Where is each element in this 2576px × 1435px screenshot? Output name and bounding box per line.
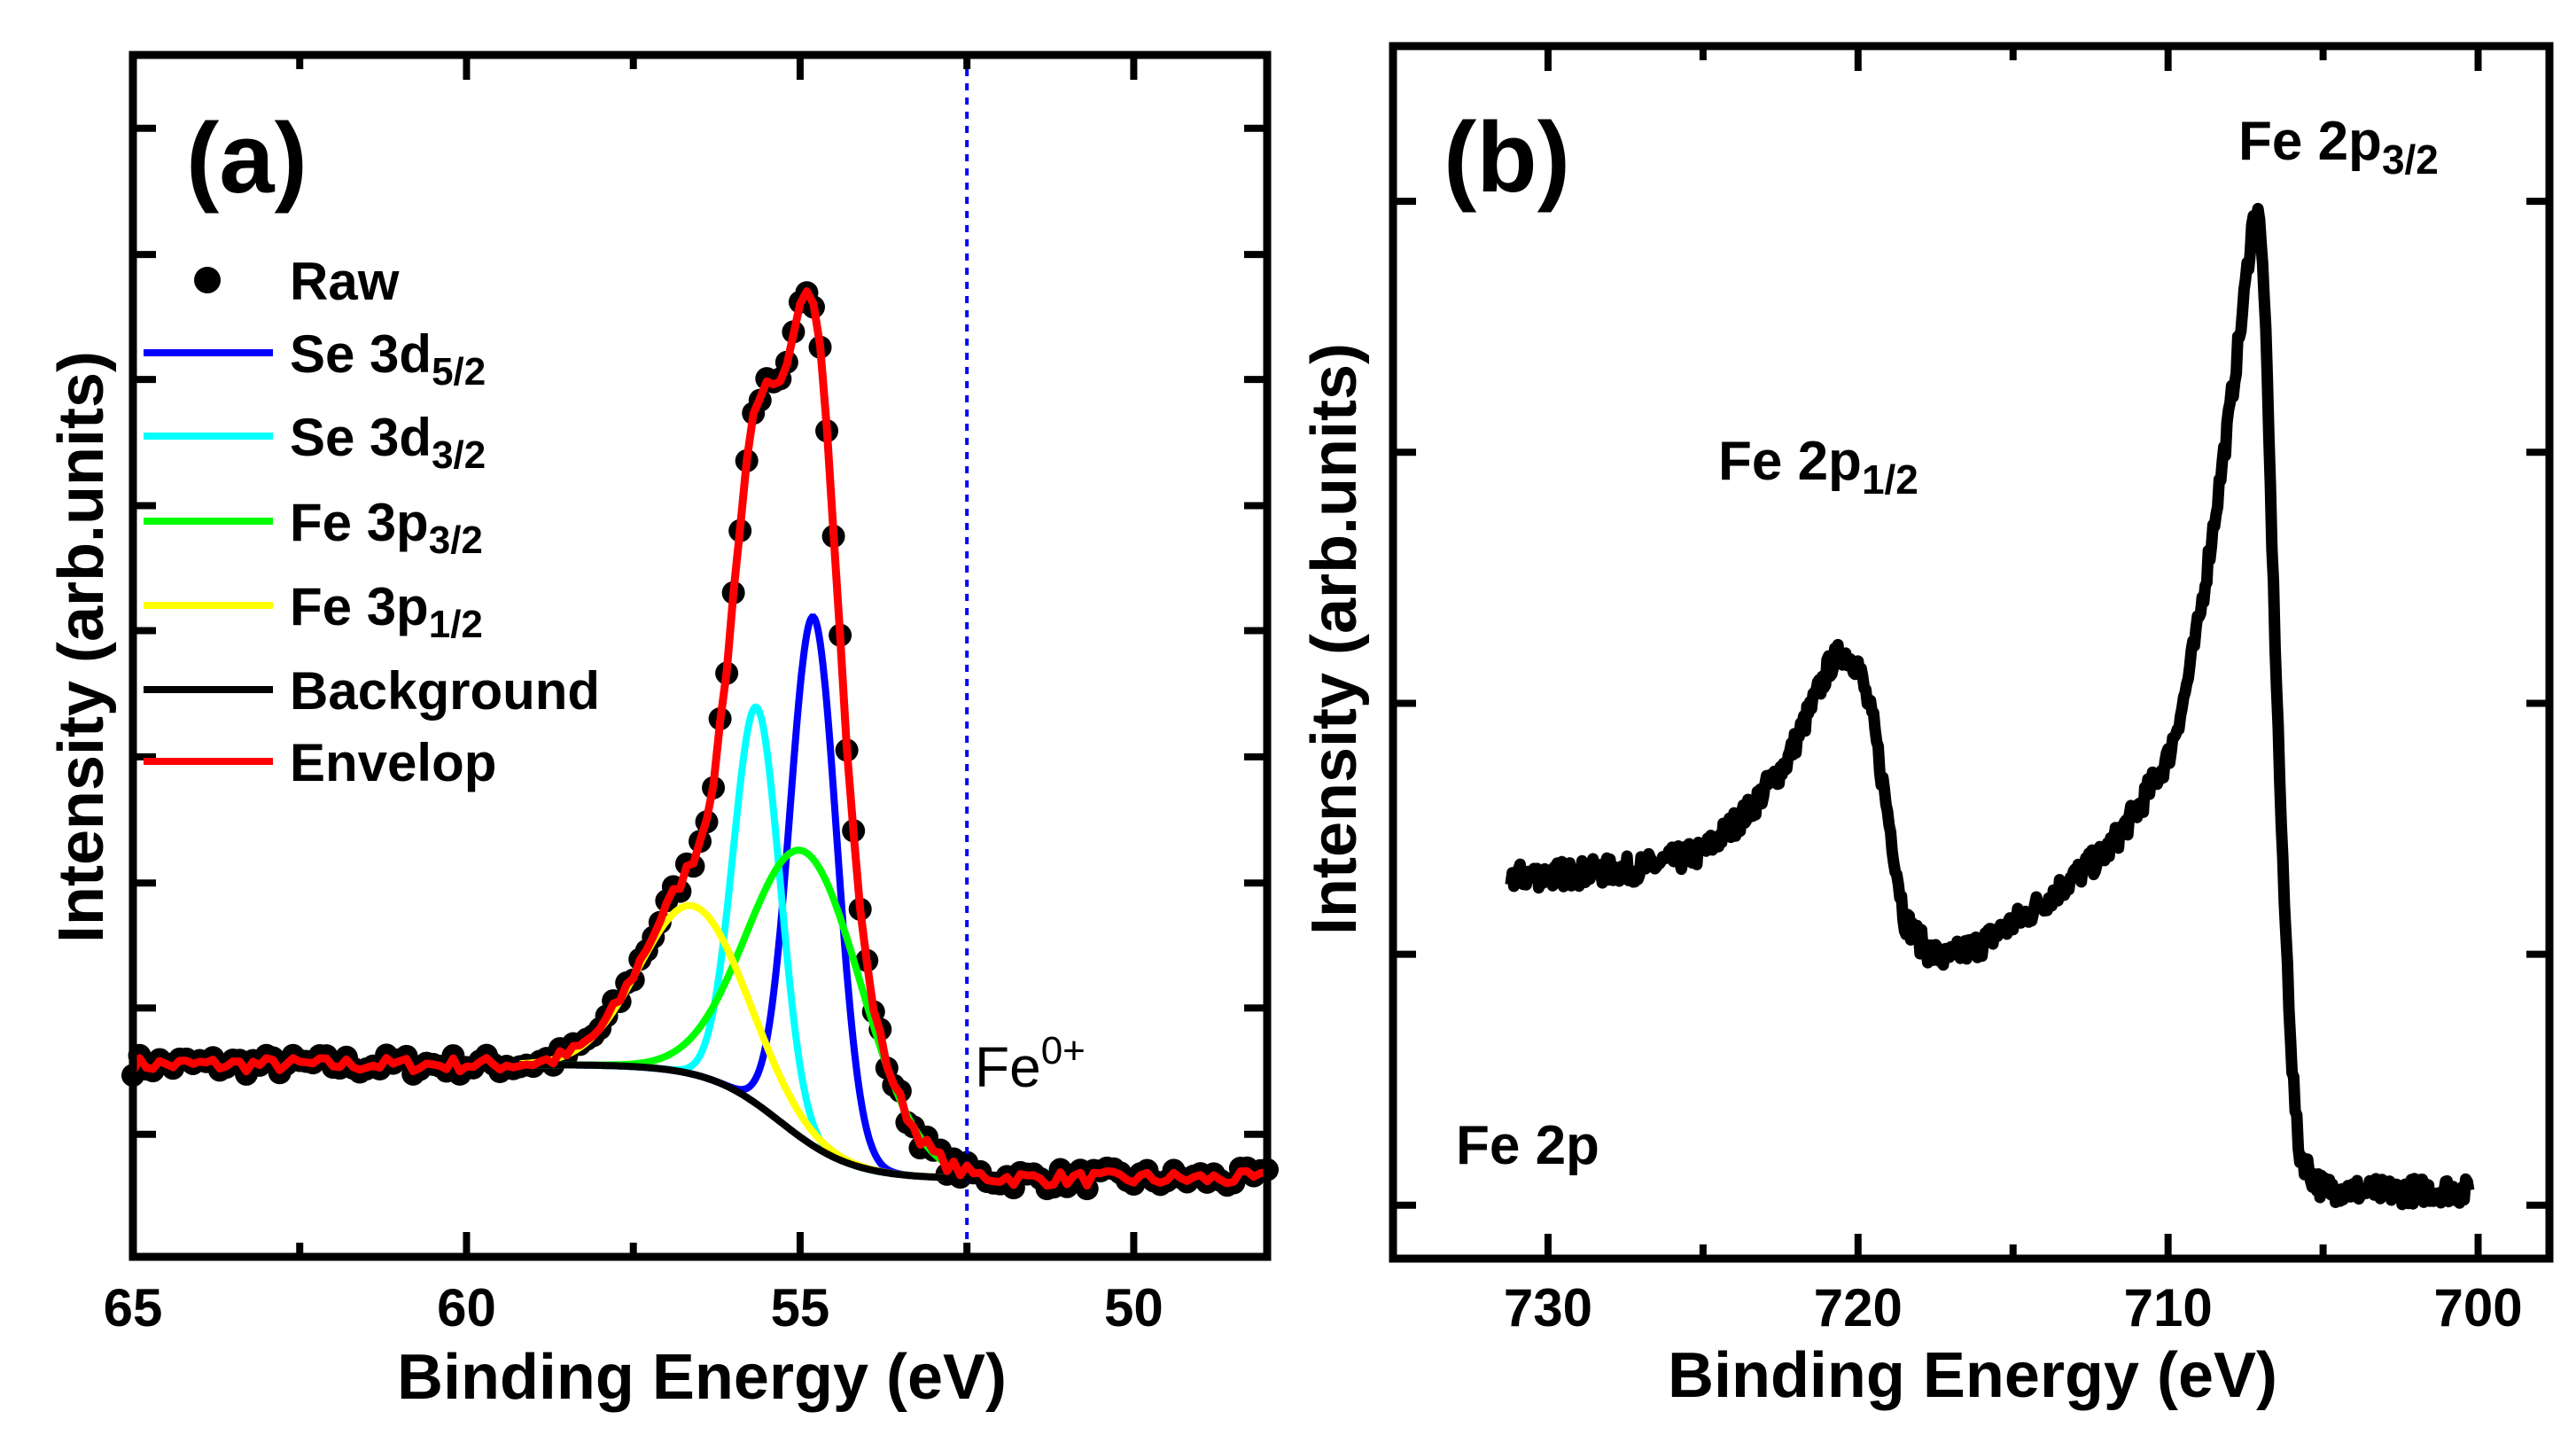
legend-label: Background <box>290 661 600 721</box>
legend-label-text: Fe 3p <box>290 493 429 552</box>
legend-label: Se 3d5/2 <box>290 324 486 394</box>
annotation-fe2p12-sub: 1/2 <box>1862 456 1918 503</box>
annotation-fe2p12: Fe 2p1/2 <box>1718 431 1918 503</box>
legend-label-text: Fe 3p <box>290 577 429 636</box>
legend-label-text: Se 3d <box>290 408 432 467</box>
component-se3d32 <box>519 703 946 1182</box>
legend-label: Envelop <box>290 733 496 792</box>
x-tick-label: 730 <box>1504 1278 1592 1338</box>
panel-a-label: (a) <box>186 103 307 214</box>
annotation-fe2p32: Fe 2p3/2 <box>2238 111 2439 183</box>
panel-a-x-axis-title: Binding Energy (eV) <box>397 1342 1007 1413</box>
legend-label-sub: 5/2 <box>432 350 486 394</box>
panel-b-plot-area <box>1505 202 2475 1211</box>
legend-item-envelope: Envelop <box>144 733 496 792</box>
annotation-fe2p12-text: Fe 2p <box>1718 431 1862 492</box>
panel-a-ticks: 65 60 55 50 <box>104 55 1267 1338</box>
x-tick-label: 65 <box>104 1278 163 1338</box>
annotation-fe2p32-text: Fe 2p <box>2238 111 2382 172</box>
panel-a-y-axis-title: Intensity (arb.units) <box>46 351 117 943</box>
fe0-annotation-text: Fe <box>975 1035 1041 1099</box>
x-tick-label: 710 <box>2124 1278 2213 1338</box>
panel-b-x-axis-title: Binding Energy (eV) <box>1668 1340 2277 1411</box>
legend-item-se3d52: Se 3d5/2 <box>144 324 486 394</box>
legend-item-fe3p12: Fe 3p1/2 <box>144 577 483 646</box>
fe2p-spectrum-line <box>1505 202 2475 1211</box>
envelope-line <box>128 287 1268 1190</box>
panel-a-plot-area <box>121 55 1279 1257</box>
legend-label-text: Envelop <box>290 733 496 792</box>
x-tick-label: 700 <box>2433 1278 2522 1338</box>
legend-label: Raw <box>290 252 400 311</box>
legend-label-sub: 3/2 <box>432 433 486 477</box>
legend-item-raw: Raw <box>194 252 400 311</box>
panel-b-y-axis-title: Intensity (arb.units) <box>1299 343 1370 935</box>
legend-label-text: Se 3d <box>290 324 432 384</box>
legend-label: Se 3d3/2 <box>290 408 486 477</box>
panel-a-frame <box>128 51 1272 1261</box>
background-line <box>519 1061 979 1182</box>
fe0-annotation-sup: 0+ <box>1041 1029 1086 1072</box>
legend-label-sub: 3/2 <box>429 519 483 562</box>
x-tick-label: 60 <box>437 1278 496 1338</box>
legend-label-sub: 1/2 <box>429 603 483 646</box>
x-tick-label: 55 <box>771 1278 830 1338</box>
x-tick-label: 50 <box>1104 1278 1163 1338</box>
legend-item-background: Background <box>144 661 600 721</box>
legend-label-text: Background <box>290 661 600 721</box>
fe0-annotation: Fe0+ <box>975 1029 1086 1099</box>
annotation-fe2p-region: Fe 2p <box>1456 1115 1599 1176</box>
legend-label: Fe 3p1/2 <box>290 577 483 646</box>
x-tick-label: 720 <box>1814 1278 1903 1338</box>
legend-item-fe3p32: Fe 3p3/2 <box>144 493 483 562</box>
panel-b-label: (b) <box>1444 102 1570 213</box>
annotation-fe2p32-sub: 3/2 <box>2382 136 2439 183</box>
legend-label-text: Raw <box>290 252 400 311</box>
panel-b: 730 720 710 700 (b) Fe 2p3/2 Fe 2p1/2 Fe 2p… <box>1299 42 2554 1411</box>
legend-dot-icon <box>194 267 221 293</box>
legend-item-se3d32: Se 3d3/2 <box>144 408 486 477</box>
panel-b-frame <box>1389 42 2554 1263</box>
legend-label: Fe 3p3/2 <box>290 493 483 562</box>
panel-b-ticks: 730 720 710 700 <box>1393 46 2549 1338</box>
